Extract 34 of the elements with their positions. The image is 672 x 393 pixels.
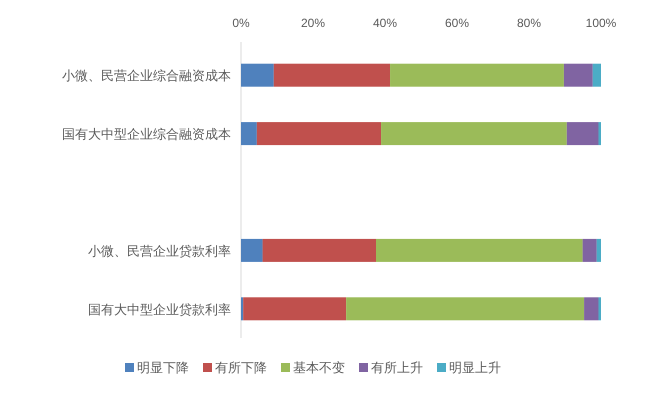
x-tick-label: 40% xyxy=(372,16,398,30)
x-tick-label: 20% xyxy=(300,16,326,30)
bar xyxy=(566,122,598,146)
bar xyxy=(241,64,274,87)
bar xyxy=(243,297,346,320)
bar xyxy=(376,238,583,262)
x-tick-label: 0% xyxy=(232,16,250,30)
x-tick-label: 80% xyxy=(516,16,542,30)
bar xyxy=(564,64,593,87)
legend-label: 有所上升 xyxy=(371,360,423,375)
bar xyxy=(346,297,584,320)
bar xyxy=(256,122,382,146)
bar xyxy=(584,297,598,320)
y-tick-label: 国有大中型企业综合融资成本 xyxy=(62,126,231,142)
bar xyxy=(241,122,257,146)
y-tick-label: 小微、民营企业贷款利率 xyxy=(88,243,231,258)
legend-label: 明显上升 xyxy=(449,360,501,375)
legend-label: 明显下降 xyxy=(137,360,189,375)
y-tick-label: 国有大中型企业贷款利率 xyxy=(88,302,231,317)
bar xyxy=(241,238,263,262)
bar xyxy=(598,122,601,146)
bar xyxy=(582,238,597,262)
legend-label: 基本不变 xyxy=(293,360,345,375)
y-tick-label: 小微、民营企业综合融资成本 xyxy=(62,68,231,84)
legend-label: 有所下降 xyxy=(215,360,267,375)
x-tick-label: 100% xyxy=(586,16,617,30)
bar xyxy=(390,64,564,87)
bar xyxy=(592,64,601,87)
bar xyxy=(274,64,390,87)
bar xyxy=(262,238,376,262)
bar xyxy=(596,238,601,262)
x-tick-label: 60% xyxy=(444,16,470,30)
bar xyxy=(598,297,601,320)
bar xyxy=(381,122,567,146)
